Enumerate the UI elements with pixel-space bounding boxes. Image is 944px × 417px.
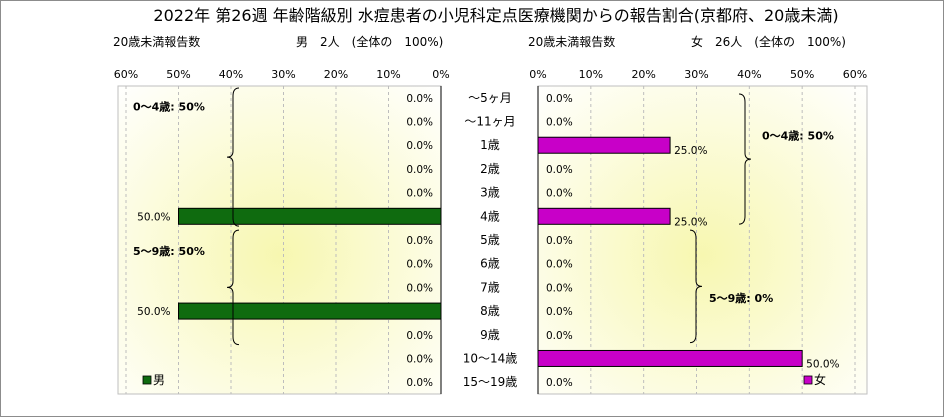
female-data-label: 0.0% — [546, 164, 573, 176]
female-legend-label: 女 — [814, 372, 826, 387]
category-label: 3歳 — [480, 186, 500, 200]
male-data-label: 50.0% — [137, 306, 170, 318]
left-x-tick-label: 50% — [166, 68, 190, 81]
category-label: 2歳 — [480, 162, 500, 176]
left-annotation-0-4: 0～4歳: 50% — [133, 100, 205, 114]
female-data-label: 25.0% — [674, 145, 707, 157]
male-data-label: 0.0% — [406, 93, 433, 105]
female-bar — [537, 136, 671, 154]
left-x-tick-label: 20% — [324, 68, 348, 81]
right-x-tick-label: 0% — [529, 68, 546, 81]
male-data-label: 0.0% — [406, 259, 433, 271]
right-x-tick-label: 50% — [790, 68, 814, 81]
female-bar — [537, 207, 671, 225]
left-x-tick-label: 0% — [432, 68, 449, 81]
female-data-label: 0.0% — [546, 330, 573, 342]
left-annotation-5-9: 5～9歳: 50% — [133, 244, 205, 258]
right-x-tick-label: 20% — [631, 68, 655, 81]
female-data-label: 0.0% — [546, 306, 573, 318]
category-label: 5歳 — [480, 233, 500, 247]
female-bar — [537, 349, 803, 367]
male-data-label: 50.0% — [137, 211, 170, 223]
female-data-label: 0.0% — [546, 93, 573, 105]
category-label: ～5ヶ月 — [468, 91, 512, 105]
female-data-label: 0.0% — [546, 188, 573, 200]
male-legend-swatch — [142, 375, 152, 385]
male-bar — [178, 302, 442, 320]
female-legend-swatch — [803, 375, 813, 385]
right-x-tick-label: 40% — [737, 68, 761, 81]
female-data-label: 0.0% — [546, 117, 573, 129]
male-data-label: 0.0% — [406, 282, 433, 294]
chart-title: 2022年 第26週 年齢階級別 水痘患者の小児科定点医療機関からの報告割合(京… — [153, 6, 838, 25]
category-label: 4歳 — [480, 209, 500, 223]
left-panel-caption: 20歳未満報告数 — [113, 34, 200, 49]
left-x-tick-label: 30% — [271, 68, 295, 81]
male-data-label: 0.0% — [406, 117, 433, 129]
male-data-label: 0.0% — [406, 235, 433, 247]
male-data-label: 0.0% — [406, 140, 433, 152]
left-x-tick-label: 40% — [219, 68, 243, 81]
left-plot-area — [117, 85, 442, 395]
female-data-label: 0.0% — [546, 235, 573, 247]
left-brace-5-9 — [226, 229, 240, 346]
left-x-tick-label: 10% — [376, 68, 400, 81]
category-label: 10～14歳 — [463, 351, 518, 365]
male-data-label: 0.0% — [406, 330, 433, 342]
left-brace-0-4 — [226, 87, 240, 227]
category-label: ～11ヶ月 — [464, 115, 515, 129]
right-brace-5-9 — [689, 229, 703, 344]
female-data-label: 0.0% — [546, 259, 573, 271]
right-panel-total: 女 26人 (全体の 100%) — [691, 34, 846, 49]
left-x-tick-label: 60% — [114, 68, 138, 81]
female-data-label: 0.0% — [546, 377, 573, 389]
female-data-label: 50.0% — [806, 358, 839, 370]
right-annotation-0-4: 0～4歳: 50% — [762, 128, 834, 142]
right-panel-caption: 20歳未満報告数 — [528, 34, 615, 49]
category-label: 9歳 — [480, 328, 500, 342]
male-legend-label: 男 — [153, 373, 165, 387]
right-x-tick-label: 60% — [843, 68, 867, 81]
category-label: 15～19歳 — [463, 375, 518, 389]
male-data-label: 0.0% — [406, 377, 433, 389]
category-label: 1歳 — [480, 138, 500, 152]
female-data-label: 25.0% — [674, 216, 707, 228]
female-data-label: 0.0% — [546, 282, 573, 294]
male-bar — [178, 207, 442, 225]
right-annotation-5-9: 5～9歳: 0% — [709, 291, 773, 305]
male-data-label: 0.0% — [406, 353, 433, 365]
category-label: 6歳 — [480, 257, 500, 271]
category-label: 7歳 — [480, 280, 500, 294]
category-label: 8歳 — [480, 304, 500, 318]
male-data-label: 0.0% — [406, 188, 433, 200]
right-x-tick-label: 10% — [579, 68, 603, 81]
right-x-tick-label: 30% — [684, 68, 708, 81]
left-panel-total: 男 2人 (全体の 100%) — [296, 34, 443, 49]
right-brace-0-4 — [738, 93, 752, 225]
male-data-label: 0.0% — [406, 164, 433, 176]
